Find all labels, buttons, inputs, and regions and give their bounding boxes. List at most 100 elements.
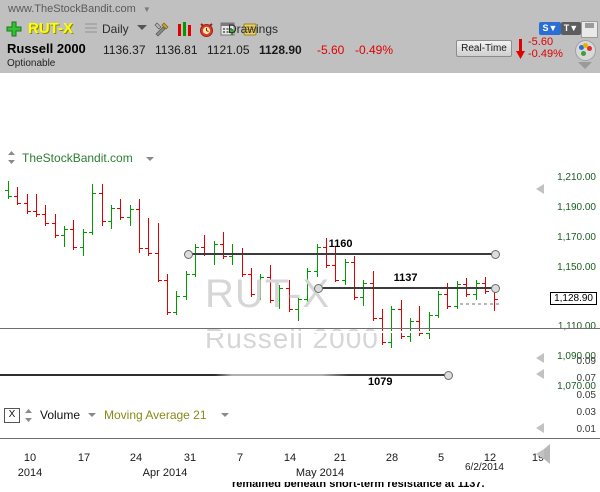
notes-icon[interactable] xyxy=(242,21,259,38)
date-tick-label: 21 xyxy=(333,452,347,464)
price-axis-label: 1,210.00 xyxy=(557,171,596,183)
timeframe-chevron-down-icon[interactable] xyxy=(137,25,147,30)
trendline-handle[interactable] xyxy=(314,283,324,293)
date-tick-label: 31 xyxy=(183,452,197,464)
ohlc-bar xyxy=(45,204,46,226)
trendline-1160[interactable] xyxy=(187,252,494,255)
ohlc-bar xyxy=(419,306,420,337)
trendline-handle[interactable] xyxy=(491,249,500,259)
chart-board: TheStockBandit.com RUT-X Russell 2000 11… xyxy=(0,73,600,490)
ohlc-close-tick xyxy=(84,231,87,233)
price-pane[interactable] xyxy=(0,166,520,399)
price-axis-label: 1,170.00 xyxy=(557,231,596,243)
ohlc-open-tick xyxy=(117,207,120,209)
ohlc-open-tick xyxy=(360,297,363,299)
ohlc-bar xyxy=(186,270,187,301)
ohlc-close-tick xyxy=(103,221,106,223)
trendline-handle[interactable] xyxy=(444,370,454,380)
ohlc-open-tick xyxy=(127,216,130,218)
ohlc-open-tick xyxy=(99,192,102,194)
ohlc-close-tick xyxy=(477,282,480,284)
timeframe-label[interactable]: Daily xyxy=(102,22,129,36)
ohlc-open-tick xyxy=(229,255,232,257)
ohlc-close-tick xyxy=(290,309,293,311)
ohlc-close-tick xyxy=(187,273,190,275)
trendline-label-1160: 1160 xyxy=(328,237,353,250)
watchlist-icon[interactable] xyxy=(85,23,97,35)
calendar-icon[interactable] xyxy=(220,21,237,38)
template-button[interactable]: T▼ xyxy=(561,22,581,35)
legend-chevron-down-icon[interactable] xyxy=(146,157,154,161)
volume-axis-label: 0.09 xyxy=(576,356,596,367)
save-icon[interactable] xyxy=(581,21,598,38)
trendline-1079[interactable] xyxy=(0,373,448,376)
ohlc-close-tick xyxy=(374,318,377,320)
volume-label[interactable]: Volume xyxy=(40,408,81,422)
instrument-name: Russell 2000 xyxy=(7,41,86,56)
panel-collapse-chevron-down-icon[interactable] xyxy=(578,62,592,69)
ohlc-close-tick xyxy=(364,282,367,284)
ohlc-open-tick xyxy=(70,228,73,230)
add-symbol-icon[interactable] xyxy=(6,21,22,37)
volume-axis-label: 0.05 xyxy=(576,390,596,401)
palette-icon[interactable] xyxy=(575,40,596,61)
last-date-label: 6/2/2014 xyxy=(465,462,504,473)
month-label: 2014 xyxy=(17,467,43,479)
pane-divider-gap xyxy=(0,331,600,333)
drawings-button[interactable]: Drawings xyxy=(228,22,279,36)
realtime-change: -5.60 xyxy=(528,36,554,48)
symbol-label[interactable]: RUT-X xyxy=(28,20,73,37)
realtime-badge[interactable]: Real-Time xyxy=(456,40,512,57)
trendline-1137[interactable] xyxy=(317,286,494,289)
ohlc-bar xyxy=(204,234,205,256)
date-tick-label: 12 xyxy=(483,452,497,464)
ohlc-bar xyxy=(335,246,336,283)
url-bar[interactable]: www.TheStockBandit.com ▼ xyxy=(8,3,151,15)
trendline-handle[interactable] xyxy=(491,283,500,293)
ohlc-close-tick xyxy=(318,246,321,248)
ohlc-open-tick xyxy=(14,195,17,197)
ohlc-open-tick xyxy=(136,209,139,211)
url-chevron-down-icon[interactable]: ▼ xyxy=(142,5,151,14)
share-button[interactable]: S▼ xyxy=(539,22,561,35)
ohlc-open-tick xyxy=(332,264,335,266)
url-text: www.TheStockBandit.com xyxy=(8,3,136,15)
ohlc-bar xyxy=(410,318,411,343)
pane-divider-top xyxy=(0,328,600,329)
ohlc-close-tick xyxy=(486,291,489,293)
down-arrow-icon xyxy=(516,39,525,59)
ohlc-open-tick xyxy=(155,252,158,254)
ohlc-bar xyxy=(139,198,140,253)
ohlc-open-tick xyxy=(314,270,317,272)
ohlc-open-tick xyxy=(323,246,326,248)
volume-chevron-down-icon[interactable] xyxy=(88,413,96,417)
ohlc-close-tick xyxy=(131,209,134,211)
ohlc-close-tick xyxy=(37,213,40,215)
ma-chevron-down-icon[interactable] xyxy=(221,413,229,417)
ohlc-close-tick xyxy=(299,298,302,300)
moving-average-label[interactable]: Moving Average 21 xyxy=(104,408,207,422)
volume-drag-handle-icon[interactable] xyxy=(24,409,33,422)
ohlc-bar xyxy=(176,291,177,316)
ohlc-bar xyxy=(17,186,18,205)
ohlc-close-tick xyxy=(65,228,68,230)
bars-icon[interactable] xyxy=(176,21,193,38)
ohlc-close-tick xyxy=(121,216,124,218)
ohlc-close-tick xyxy=(9,195,12,197)
chart-source-legend[interactable]: TheStockBandit.com xyxy=(22,151,133,165)
tools-icon[interactable] xyxy=(154,21,171,38)
ohlc-bar xyxy=(214,240,215,265)
drag-handle-icon[interactable] xyxy=(7,151,16,164)
ohlc-bar xyxy=(391,306,392,349)
ohlc-close-tick xyxy=(252,294,255,296)
date-tick-label: 5 xyxy=(437,452,445,464)
close-pane-button[interactable]: X xyxy=(4,408,20,423)
ohlc-bar xyxy=(130,204,131,226)
ohlc-open-tick xyxy=(444,294,447,296)
ohlc-open-tick xyxy=(295,309,298,311)
alarm-icon[interactable] xyxy=(198,21,215,38)
ohlc-open-tick xyxy=(276,300,279,302)
ohlc-open-tick xyxy=(398,309,401,311)
volume-axis: 0.09 0.07 0.05 0.03 0.01 xyxy=(520,335,600,445)
trendline-handle[interactable] xyxy=(184,249,194,259)
